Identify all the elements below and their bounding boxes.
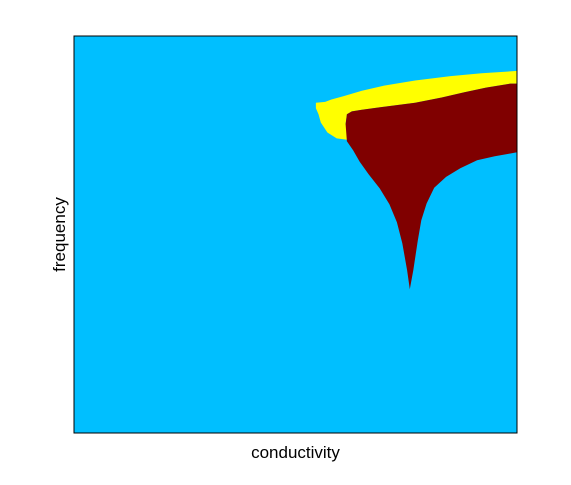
y-axis-label: frequency — [50, 197, 69, 272]
plot-frame — [73, 35, 518, 434]
region-yellow-fringe — [315, 70, 517, 144]
x-axis-label: conductivity — [251, 443, 340, 462]
region-maroon-core — [345, 83, 517, 290]
heatmap-regions — [315, 70, 517, 290]
